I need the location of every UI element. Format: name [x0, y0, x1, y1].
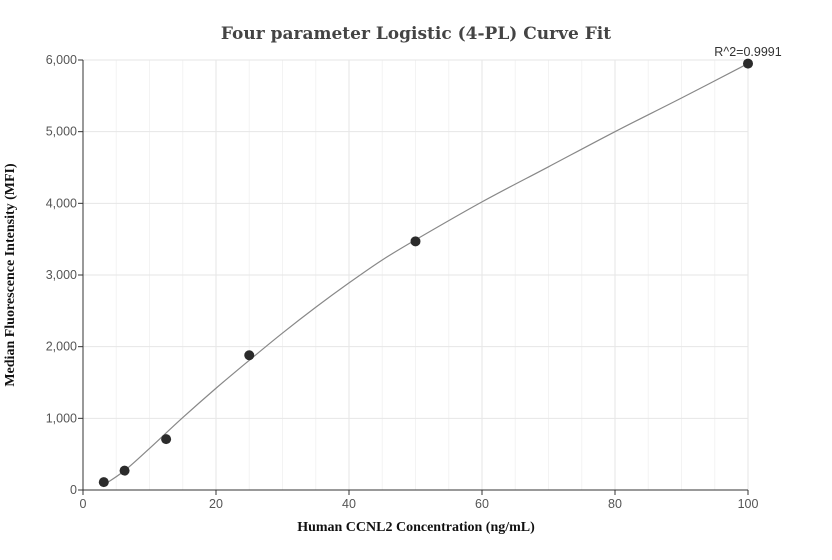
- y-tick-label: 2,000: [46, 340, 77, 354]
- x-tick-label: 60: [475, 497, 489, 511]
- fit-curve-layer: [103, 63, 749, 486]
- axes: [78, 59, 749, 495]
- y-tick-labels: 0 1,000 2,000 3,000 4,000 5,000 6,000: [46, 53, 77, 497]
- y-tick-label: 5,000: [46, 125, 77, 139]
- x-tick-label: 100: [738, 497, 759, 511]
- y-tick-label: 3,000: [46, 268, 77, 282]
- grid-lines: [82, 59, 749, 491]
- data-point: [161, 434, 172, 445]
- data-point: [743, 58, 753, 69]
- x-tick-label: 20: [209, 497, 223, 511]
- data-point: [410, 236, 421, 247]
- y-tick-label: 4,000: [46, 196, 77, 210]
- data-point: [244, 350, 255, 361]
- data-points: [98, 58, 753, 488]
- y-tick-label: 1,000: [46, 411, 77, 425]
- chart-title: Four parameter Logistic (4-PL) Curve Fit: [221, 24, 611, 44]
- x-tick-labels: 0 20 40 60 80 100: [80, 497, 759, 511]
- data-point: [98, 477, 109, 488]
- x-tick-label: 40: [342, 497, 356, 511]
- x-tick-label: 80: [608, 497, 622, 511]
- fit-curve-line: [103, 63, 749, 486]
- y-tick-label: 6,000: [46, 53, 77, 67]
- r-squared-annotation: R^2=0.9991: [714, 45, 781, 59]
- y-axis-label: Median Fluorescence Intensity (MFI): [3, 163, 18, 387]
- y-tick-label: 0: [70, 483, 77, 497]
- x-tick-label: 0: [80, 497, 87, 511]
- x-axis-label: Human CCNL2 Concentration (ng/mL): [297, 520, 535, 535]
- data-point: [119, 465, 130, 476]
